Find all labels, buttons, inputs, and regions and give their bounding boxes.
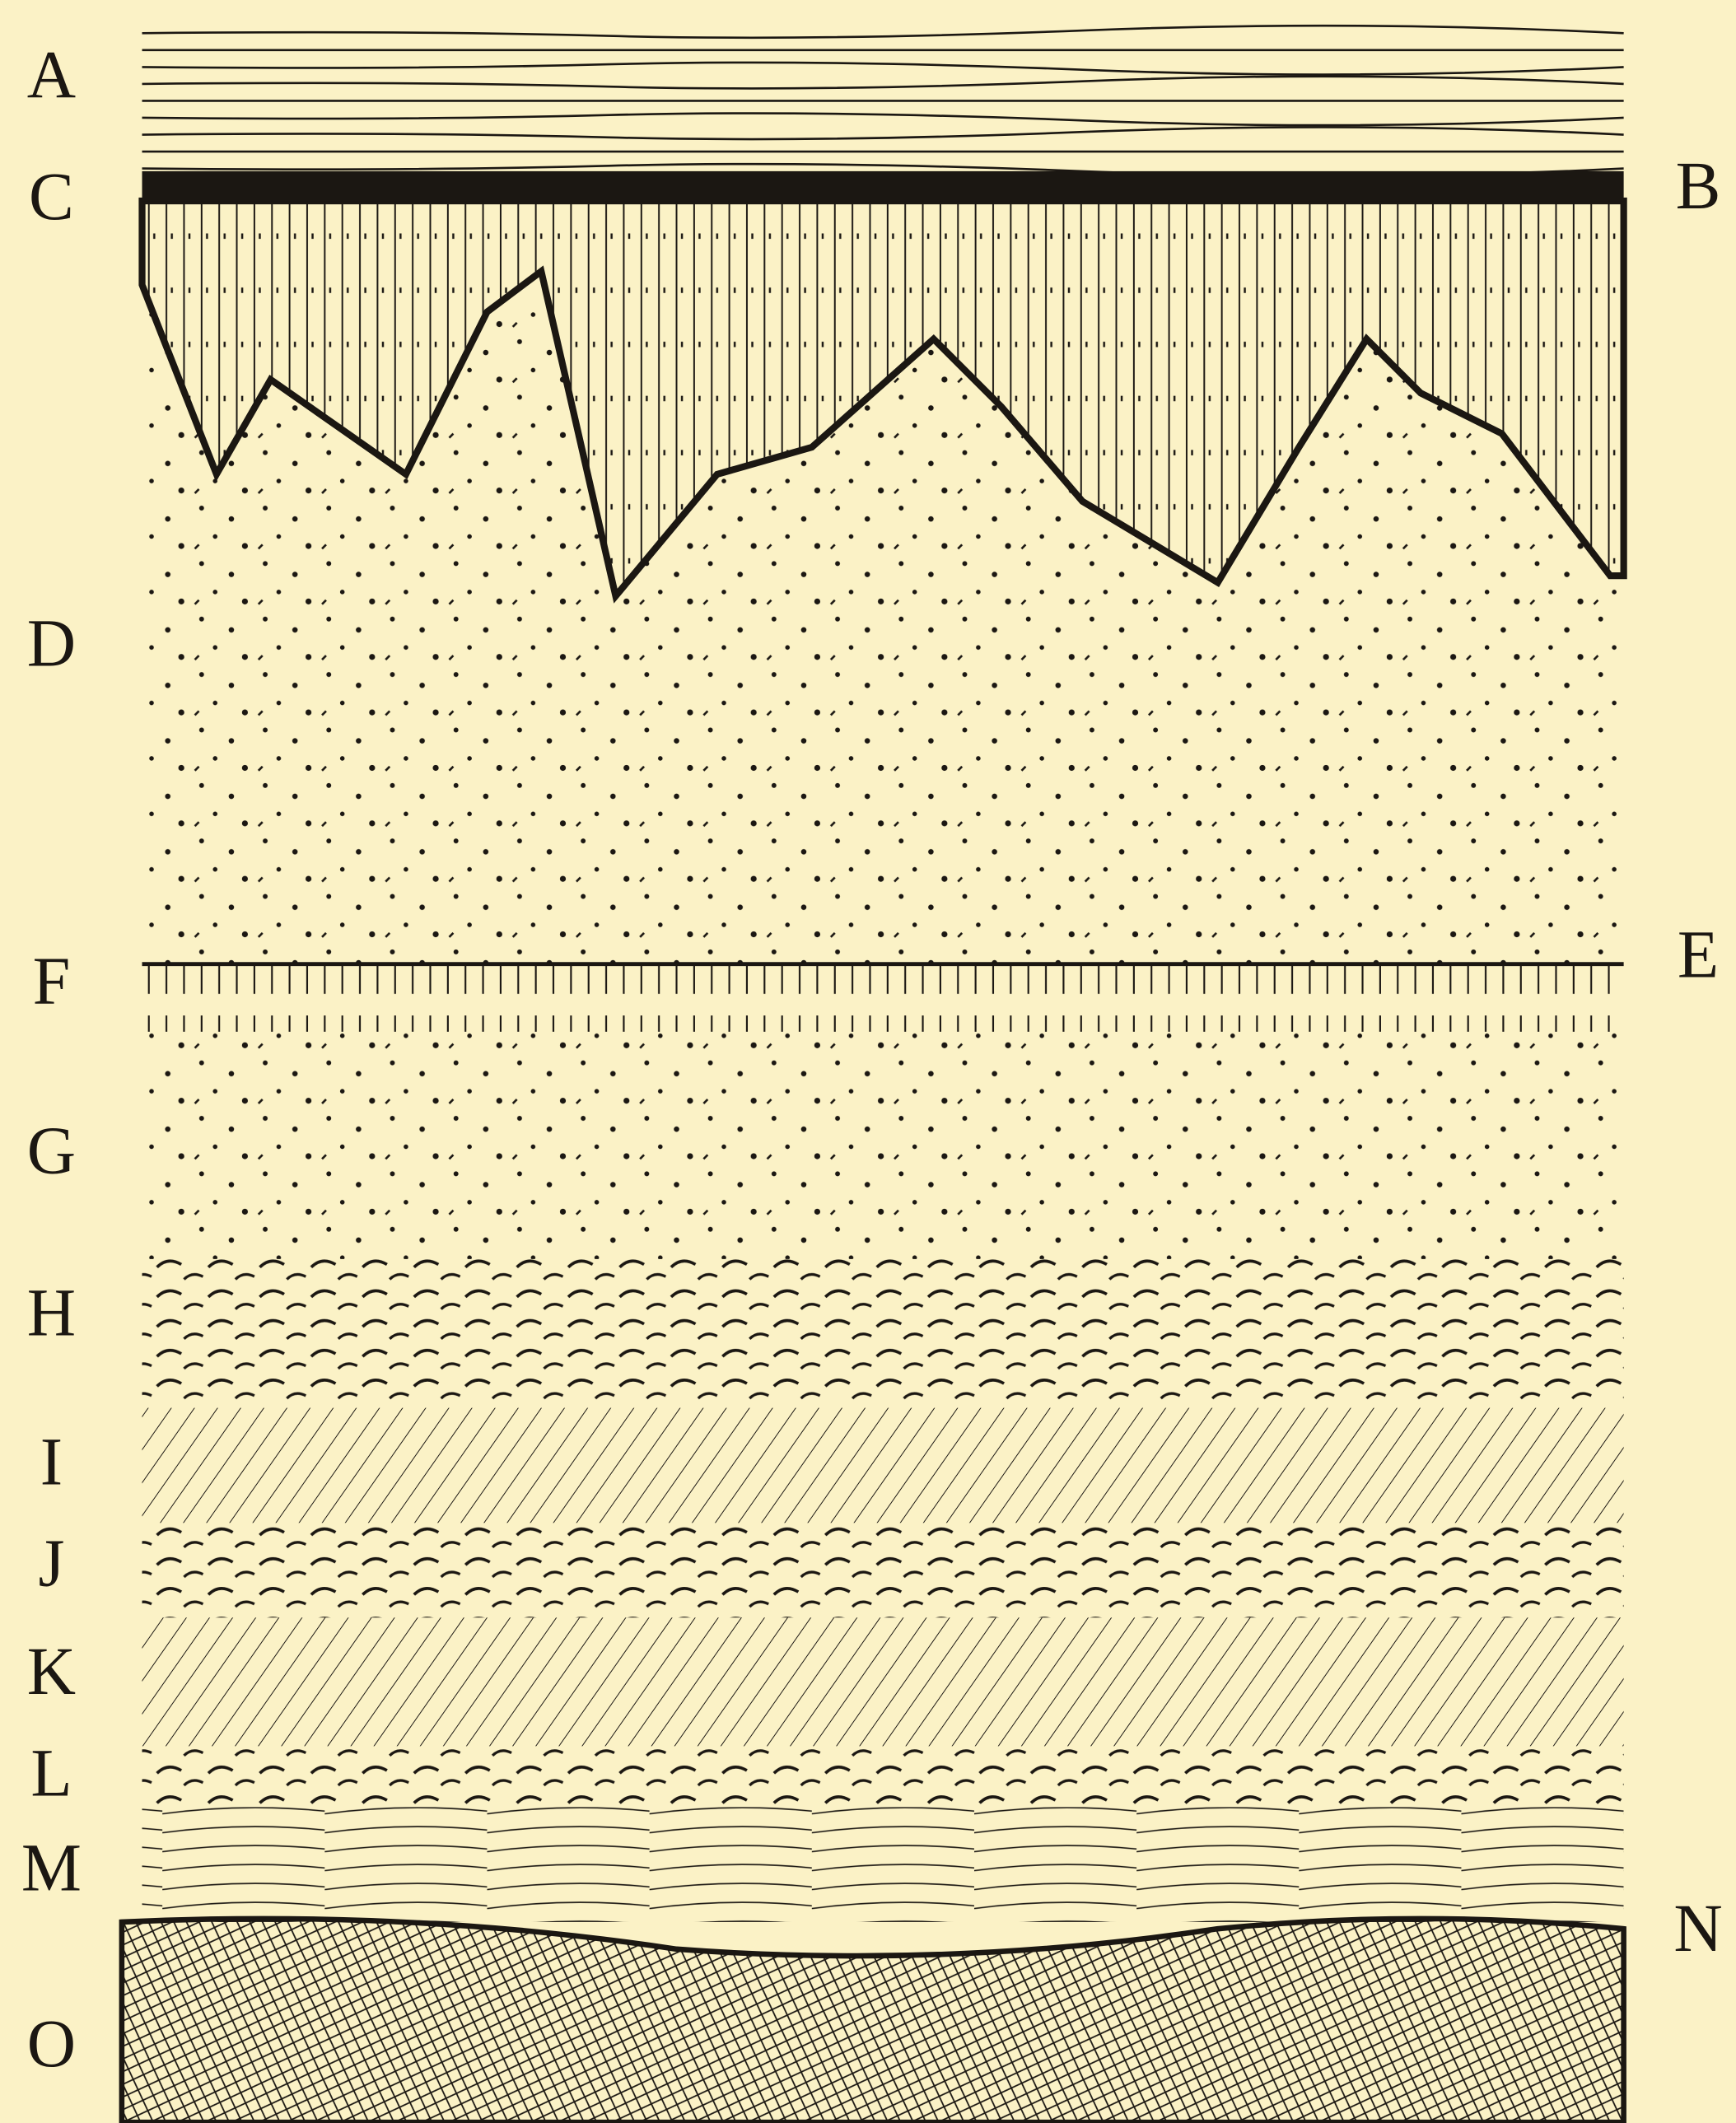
- bedding-line: [142, 24, 1624, 40]
- strata: [119, 197, 1627, 2123]
- layer-k: [142, 1617, 1624, 1747]
- layer-c: [138, 197, 1627, 604]
- bedding-line: [142, 75, 1624, 90]
- label: N: [1673, 1891, 1722, 1966]
- layer-b: [142, 170, 1624, 202]
- label: I: [40, 1424, 63, 1499]
- bedding-line: [142, 112, 1624, 127]
- layer-f: [142, 964, 1624, 1032]
- label: L: [30, 1735, 72, 1810]
- label: H: [27, 1276, 76, 1351]
- label: B: [1676, 148, 1721, 223]
- label: C: [29, 159, 74, 234]
- label: M: [21, 1830, 82, 1905]
- label: E: [1678, 917, 1719, 992]
- label: D: [27, 605, 76, 680]
- label: F: [33, 944, 71, 1019]
- layer-m: [142, 1807, 1624, 1922]
- label: K: [27, 1634, 76, 1709]
- bedding-line: [142, 126, 1624, 141]
- left-labels: A C D F G H I J K L M O: [21, 37, 82, 2081]
- label: A: [27, 37, 76, 112]
- layer-j: [142, 1523, 1624, 1618]
- label: O: [27, 2006, 76, 2081]
- label: G: [27, 1113, 76, 1188]
- bedding-line: [142, 61, 1624, 76]
- layer-h: [142, 1258, 1624, 1408]
- layer-i: [142, 1407, 1624, 1523]
- label: J: [38, 1526, 64, 1601]
- layer-l: [142, 1746, 1624, 1808]
- layer-a: [142, 24, 1624, 178]
- right-labels: B E N: [1673, 148, 1722, 1966]
- layer-o: [119, 1915, 1626, 2123]
